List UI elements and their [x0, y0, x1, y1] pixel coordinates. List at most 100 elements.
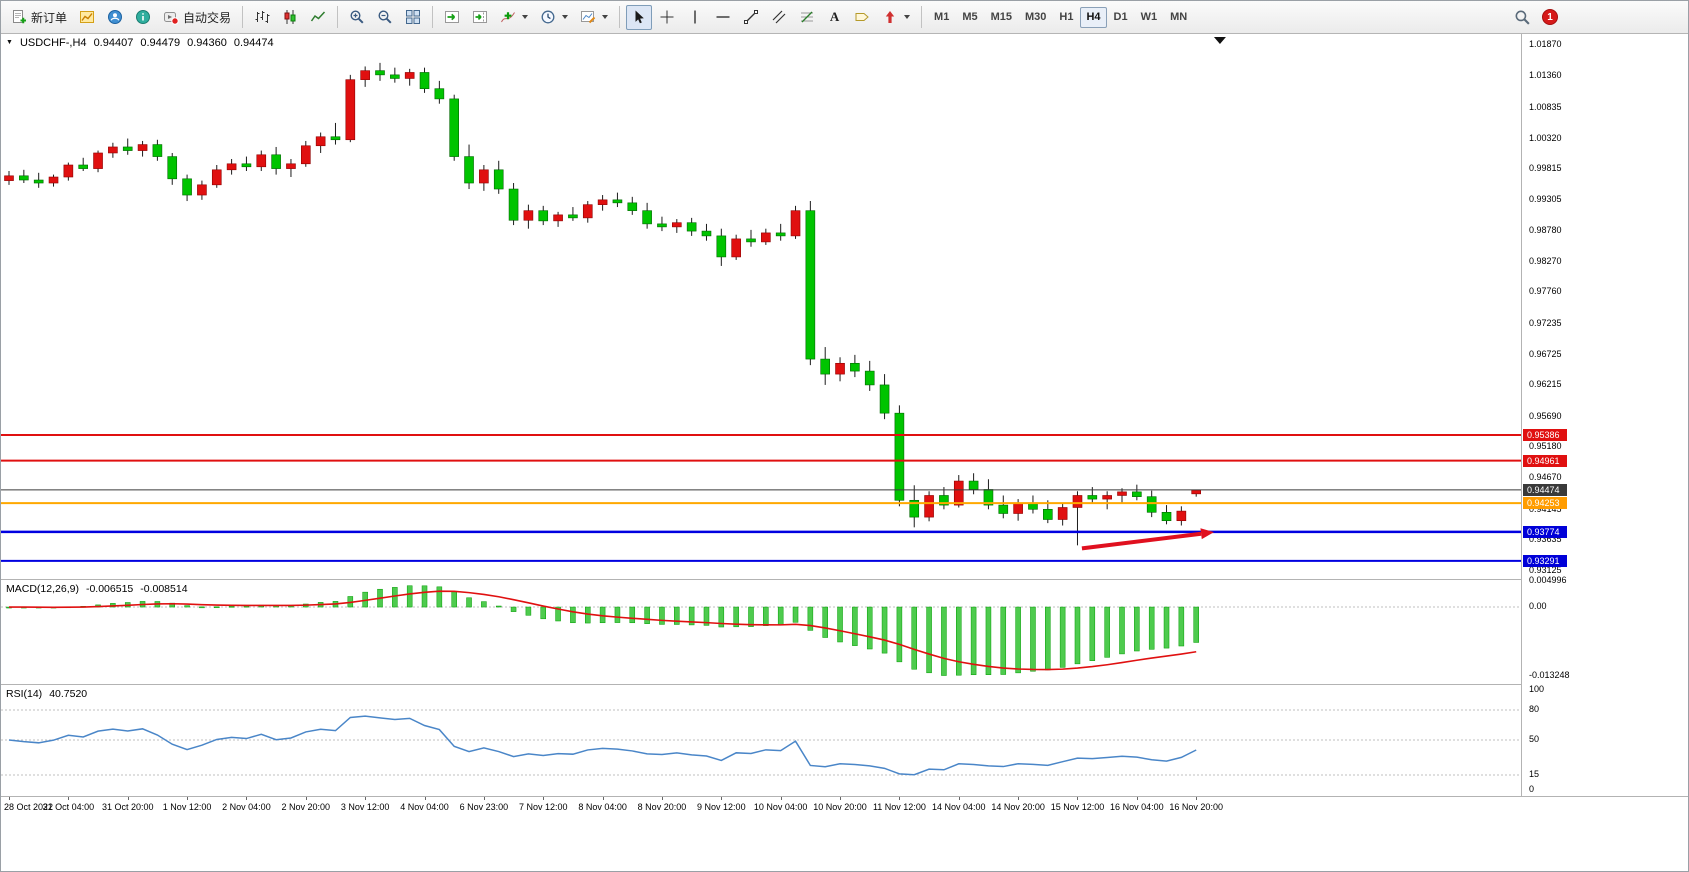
timeframe-button-m15[interactable]: M15 — [990, 11, 1012, 23]
profiles-button[interactable] — [102, 5, 128, 30]
time-tick — [365, 797, 367, 800]
chart-expand-icon[interactable]: ▼ — [6, 39, 13, 46]
time-tick — [9, 797, 10, 800]
auto-trading-icon — [163, 9, 179, 25]
candlestick-series — [4, 70, 1201, 522]
price-badge: 0.94253 — [1523, 497, 1567, 510]
tile-windows-button[interactable] — [400, 5, 426, 30]
vertical-line-icon — [687, 9, 703, 25]
new-order-button[interactable]: 新订单 — [6, 5, 72, 30]
new-order-label: 新订单 — [31, 10, 68, 25]
rsi-panel[interactable]: RSI(14) 40.7520 — [1, 685, 1521, 796]
time-axis[interactable]: 28 Oct 2022 31 Oct 04:00 31 Oct 20:00 1 Nov… — [1, 797, 1688, 871]
axis-label: 1.00320 — [1529, 132, 1562, 143]
crosshair-tool-button[interactable] — [654, 5, 680, 30]
vertical-line-tool-button[interactable] — [682, 5, 708, 30]
indicators-button[interactable] — [495, 5, 533, 30]
macd-panel[interactable]: MACD(12,26,9) -0.006515 -0.008514 — [1, 580, 1521, 684]
bar-chart-button[interactable] — [249, 5, 275, 30]
time-tick — [602, 797, 604, 800]
time-tick — [1196, 797, 1198, 800]
timeframe-button-m1[interactable]: M1 — [934, 11, 950, 23]
dropdown-caret-icon — [562, 15, 569, 19]
macd-histogram — [6, 585, 1199, 676]
cursor-tool-button[interactable] — [626, 4, 653, 30]
trendline-tool-button[interactable] — [738, 5, 764, 30]
toolbar-right: 1 — [1514, 1, 1558, 33]
axis-label: 0.95690 — [1529, 410, 1562, 421]
price-axis[interactable]: 1.01870 1.01360 1.00835 1.00320 0.99815 0.993… — [1521, 34, 1688, 796]
toolbar-separator — [242, 6, 244, 28]
time-tick — [305, 797, 307, 800]
templates-button[interactable] — [575, 5, 613, 30]
dropdown-caret-icon — [904, 15, 911, 19]
fibonacci-tool-button[interactable] — [794, 5, 820, 30]
chart-shift-button[interactable] — [467, 5, 493, 30]
time-axis-label: 8 Nov 04:00 — [578, 802, 627, 812]
time-axis-label: 4 Nov 04:00 — [400, 802, 449, 812]
label-tool-button[interactable] — [849, 5, 875, 30]
time-axis-label: 16 Nov 20:00 — [1169, 802, 1223, 812]
timeframe-button-h4[interactable]: H4 — [1080, 6, 1107, 28]
time-axis-label: 10 Nov 20:00 — [813, 802, 867, 812]
line-chart-button[interactable] — [305, 5, 331, 30]
new-chart-button[interactable] — [74, 5, 100, 30]
search-icon[interactable] — [1514, 9, 1531, 26]
axis-label: 0.98270 — [1529, 255, 1562, 266]
data-window-button[interactable] — [130, 5, 156, 30]
macd-canvas[interactable] — [1, 580, 1521, 684]
timeframe-button-d1[interactable]: D1 — [1113, 11, 1128, 23]
dropdown-caret-icon — [522, 15, 529, 19]
periods-button[interactable] — [535, 5, 573, 30]
trend-arrow-head — [1200, 528, 1215, 540]
time-tick — [780, 797, 782, 800]
time-tick — [68, 797, 70, 800]
time-tick — [721, 797, 723, 800]
auto-trading-button[interactable]: 自动交易 — [158, 5, 236, 30]
axis-label: 0.95180 — [1529, 441, 1562, 452]
rsi-canvas[interactable] — [1, 685, 1521, 796]
axis-label: 0.97760 — [1529, 286, 1562, 297]
panel-separator[interactable] — [1, 579, 1521, 580]
indicators-icon — [500, 9, 516, 25]
time-axis-label: 16 Nov 04:00 — [1110, 802, 1164, 812]
price-chart-canvas[interactable] — [1, 34, 1521, 579]
channel-tool-button[interactable] — [766, 5, 792, 30]
price-chart-panel[interactable]: ▼ USDCHF-,H4 0.94407 0.94479 0.94360 0.9… — [1, 34, 1521, 579]
axis-label: 0 — [1529, 784, 1535, 794]
trend-arrow[interactable] — [1081, 531, 1202, 551]
time-axis-label: 9 Nov 12:00 — [697, 802, 746, 812]
axis-label: 0.99815 — [1529, 162, 1562, 173]
shapes-tool-button[interactable] — [877, 5, 915, 30]
text-tool-button[interactable]: A — [822, 5, 847, 30]
time-tick — [661, 797, 663, 800]
zoom-out-button[interactable] — [372, 5, 398, 30]
timeframe-button-m30[interactable]: M30 — [1025, 11, 1047, 23]
axis-label: 50 — [1529, 734, 1540, 744]
axis-label: 1.01870 — [1529, 39, 1562, 50]
notification-badge[interactable]: 1 — [1542, 9, 1558, 25]
price-badge: 0.93291 — [1523, 554, 1567, 567]
zoom-in-button[interactable] — [344, 5, 370, 30]
time-axis-label: 2 Nov 04:00 — [222, 802, 271, 812]
auto-scroll-button[interactable] — [439, 5, 465, 30]
time-axis-label: 1 Nov 12:00 — [162, 802, 212, 812]
panel-separator[interactable] — [1, 684, 1521, 685]
time-tick — [899, 797, 901, 800]
axis-label: 80 — [1529, 704, 1540, 714]
axis-label: 0.94670 — [1529, 472, 1562, 483]
time-tick — [424, 797, 426, 800]
chart-shift-marker-icon[interactable] — [1213, 37, 1226, 44]
time-axis-label: 3 Nov 12:00 — [340, 802, 390, 812]
timeframe-button-h1[interactable]: H1 — [1059, 11, 1074, 23]
timeframe-button-w1[interactable]: W1 — [1140, 11, 1158, 23]
timeframe-button-mn[interactable]: MN — [1170, 11, 1188, 23]
time-tick — [1077, 797, 1079, 800]
horizontal-line-tool-button[interactable] — [710, 5, 736, 30]
candlestick-chart-button[interactable] — [277, 5, 303, 30]
toolbar-separator — [921, 6, 923, 28]
timeframe-button-m5[interactable]: M5 — [962, 11, 978, 23]
dropdown-caret-icon — [602, 15, 609, 19]
time-axis-label: 10 Nov 04:00 — [753, 802, 808, 812]
